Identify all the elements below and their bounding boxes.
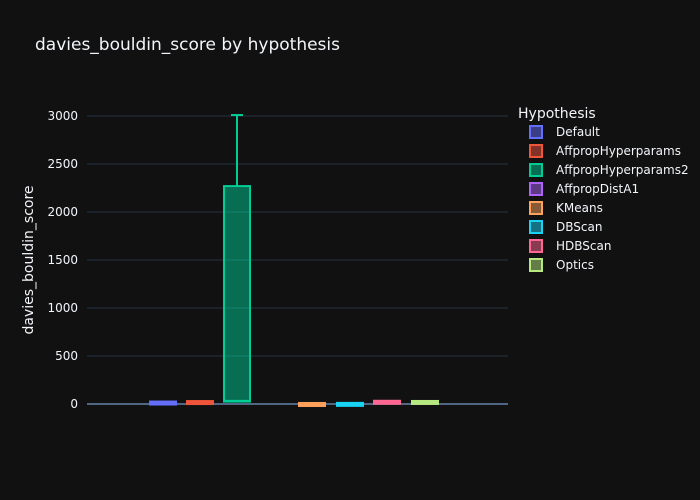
box-hdbscan <box>373 399 401 405</box>
legend-swatch <box>529 182 543 196</box>
chart-title: davies_bouldin_score by hypothesis <box>35 35 340 55</box>
legend-swatch <box>529 239 543 253</box>
legend-swatch <box>529 144 543 158</box>
y-tick-label: 2000 <box>47 205 78 219</box>
plot-area <box>149 114 439 407</box>
y-tick-label: 500 <box>55 349 78 363</box>
legend-swatch <box>529 125 543 139</box>
y-tick-label: 1500 <box>47 253 78 267</box>
legend-item[interactable]: AffpropHyperparams <box>529 144 681 158</box>
legend-item[interactable]: Default <box>529 125 600 139</box>
legend-item[interactable]: KMeans <box>529 201 603 215</box>
legend-label: DBScan <box>556 220 602 234</box>
legend-label: AffpropDistA1 <box>556 182 639 196</box>
box-affprophyperparams <box>186 400 214 406</box>
legend-swatch <box>529 220 543 234</box>
box-body <box>223 185 251 403</box>
y-tick-label: 3000 <box>47 109 78 123</box>
y-axis-ticks: 0 500 1000 1500 2000 2500 3000 <box>47 109 78 411</box>
legend-label: Default <box>556 125 600 139</box>
box-dbscan <box>336 401 364 407</box>
box-affprophyperparams2 <box>223 114 251 403</box>
legend-item[interactable]: DBScan <box>529 220 602 234</box>
y-axis-label: davies_bouldin_score <box>21 185 37 334</box>
box-optics <box>411 399 439 405</box>
legend-label: AffpropHyperparams2 <box>556 163 689 177</box>
legend-item[interactable]: HDBScan <box>529 239 611 253</box>
legend-title: Hypothesis <box>518 106 596 122</box>
y-tick-label: 0 <box>70 397 78 411</box>
legend-swatch <box>529 201 543 215</box>
legend-swatch <box>529 163 543 177</box>
legend-label: AffpropHyperparams <box>556 144 681 158</box>
legend-item[interactable]: AffpropDistA1 <box>529 182 639 196</box>
legend-label: HDBScan <box>556 239 611 253</box>
legend-item[interactable]: AffpropHyperparams2 <box>529 163 689 177</box>
legend-swatch <box>529 258 543 272</box>
grid-lines <box>87 115 508 405</box>
y-tick-label: 1000 <box>47 301 78 315</box>
legend-label: Optics <box>556 258 594 272</box>
box-default <box>149 400 177 406</box>
legend-label: KMeans <box>556 201 603 215</box>
legend-item[interactable]: Optics <box>529 258 594 272</box>
y-tick-label: 2500 <box>47 157 78 171</box>
box-kmeans <box>298 401 326 407</box>
legend: Default AffpropHyperparams AffpropHyperpar… <box>529 125 689 272</box>
